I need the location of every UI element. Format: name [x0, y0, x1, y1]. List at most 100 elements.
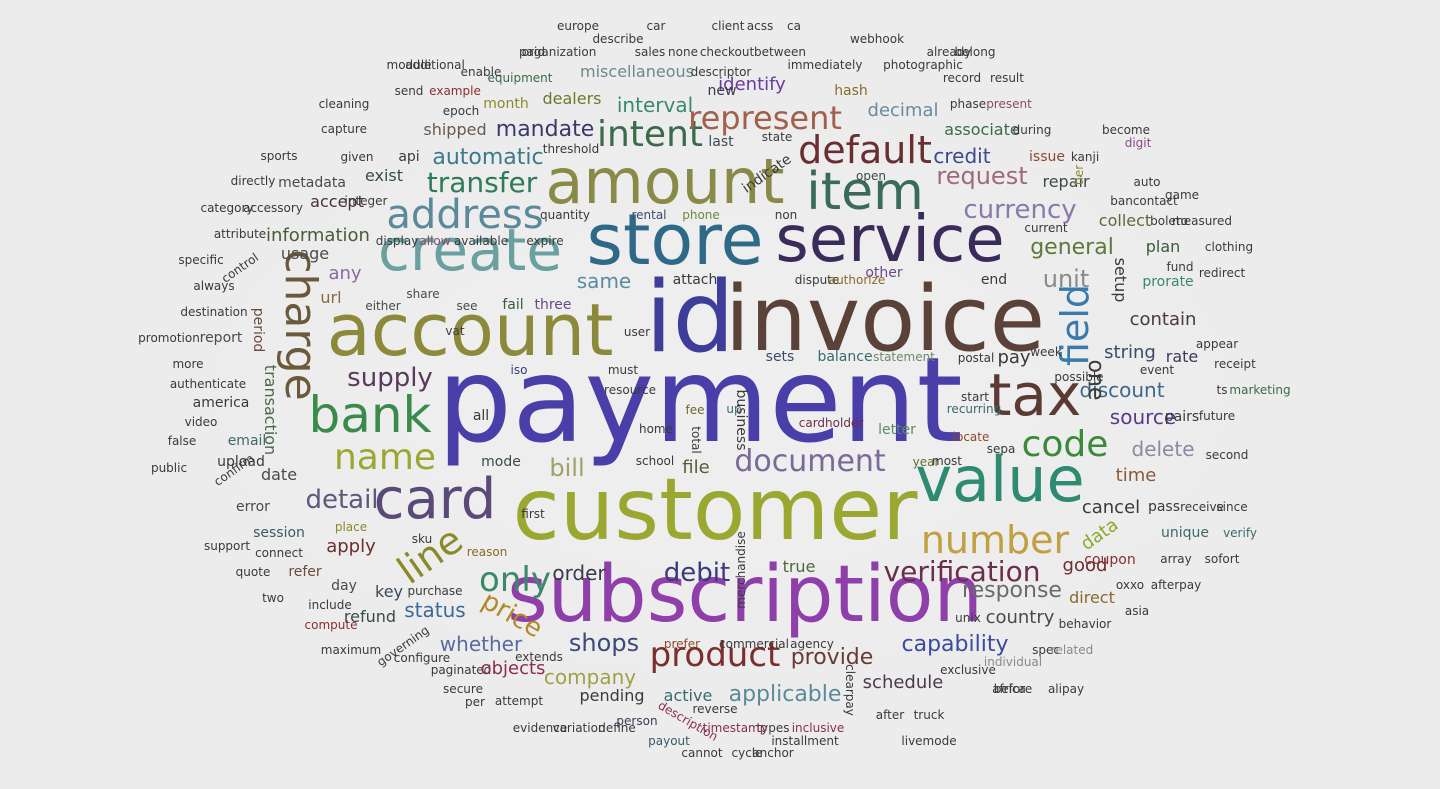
word-given: given	[340, 150, 374, 164]
word-postal: postal	[957, 351, 995, 365]
word-control: control	[218, 250, 262, 286]
word-vat: vat	[445, 324, 465, 338]
word-balance: balance	[817, 349, 873, 365]
word-always: always	[193, 279, 235, 293]
word-rental: rental	[631, 208, 667, 222]
word-timestamp: timestamp	[702, 721, 768, 735]
word-current: current	[1024, 221, 1068, 235]
word-game: game	[1164, 188, 1200, 202]
word-none: none	[668, 45, 698, 59]
word-alipay: alipay	[1047, 682, 1085, 696]
word-example: example	[429, 84, 481, 98]
word-transfer: transfer	[426, 166, 538, 199]
word-api: api	[398, 149, 420, 165]
word-array: array	[1160, 552, 1192, 566]
word-credit: credit	[933, 144, 991, 168]
word-include: include	[308, 598, 352, 612]
word-car: car	[646, 19, 666, 33]
word-mode: mode	[481, 454, 521, 470]
word-measured: measured	[1172, 214, 1232, 228]
word-key: key	[374, 582, 404, 601]
word-installment: installment	[771, 734, 839, 748]
word-good: good	[1062, 555, 1108, 576]
word-new: new	[707, 83, 737, 99]
word-objects: objects	[480, 658, 546, 679]
word-file: file	[682, 457, 710, 478]
word-company: company	[543, 665, 637, 689]
word-fail: fail	[502, 297, 524, 313]
word-attempt: attempt	[494, 694, 544, 708]
word-merchandise: merchandise	[734, 531, 748, 609]
word-exist: exist	[364, 166, 404, 185]
word-capture: capture	[321, 122, 367, 136]
word-equipment: equipment	[487, 71, 553, 85]
word-accessory: accessory	[243, 201, 303, 215]
word-livemode: livemode	[901, 734, 957, 748]
word-africa: africa	[992, 682, 1026, 696]
word-decimal: decimal	[867, 100, 939, 121]
word-up: up	[726, 402, 742, 416]
word-statement: statement	[873, 350, 935, 364]
word-purchase: purchase	[407, 584, 463, 598]
word-bill: bill	[549, 454, 585, 482]
word-same: same	[576, 269, 632, 293]
word-accept: accept	[310, 192, 364, 211]
word-module: module	[386, 58, 432, 72]
word-promotion: promotion	[138, 331, 200, 345]
word-time: time	[1115, 465, 1157, 486]
word-ca: ca	[787, 19, 801, 33]
word-rate: rate	[1165, 347, 1199, 366]
word-pass: pass	[1147, 499, 1181, 515]
word-cardholder: cardholder	[798, 416, 864, 430]
word-individual: individual	[983, 655, 1043, 669]
word-capability: capability	[901, 632, 1009, 657]
word-integer: integer	[344, 194, 388, 208]
word-webhook: webhook	[849, 32, 905, 46]
word-applicable: applicable	[728, 682, 842, 707]
word-phase: phase	[949, 97, 987, 111]
word-customer: customer	[512, 460, 918, 560]
word-directly: directly	[230, 174, 276, 188]
word-additional: additional	[405, 58, 465, 72]
word-direct: direct	[1069, 588, 1115, 607]
word-status: status	[404, 598, 466, 622]
word-immediately: immediately	[787, 58, 863, 72]
word-checkout: checkout	[699, 45, 755, 59]
word-see: see	[456, 299, 478, 313]
word-school: school	[635, 454, 675, 468]
word-video: video	[184, 415, 218, 429]
word-descriptor: descriptor	[690, 65, 752, 79]
word-truck: truck	[913, 708, 945, 722]
word-item: item	[806, 162, 924, 222]
word-debit: debit	[663, 558, 731, 588]
word-redirect: redirect	[1198, 266, 1246, 280]
word-sofort: sofort	[1204, 552, 1240, 566]
word-afterpay: afterpay	[1150, 578, 1202, 592]
word-appear: appear	[1195, 337, 1239, 351]
word-letter: letter	[878, 422, 916, 438]
word-associate: associate	[944, 120, 1020, 139]
word-digit: digit	[1124, 136, 1152, 150]
word-europe: europe	[557, 19, 599, 33]
word-receipt: receipt	[1214, 357, 1256, 371]
word-last: last	[708, 134, 734, 150]
word-setup: setup	[1111, 257, 1130, 303]
word-coupon: coupon	[1084, 552, 1136, 568]
word-person: person	[616, 714, 658, 728]
word-second: second	[1205, 448, 1249, 462]
word-delete: delete	[1131, 437, 1195, 461]
word-report: report	[199, 330, 243, 346]
word-iso: iso	[510, 363, 528, 377]
word-hash: hash	[834, 83, 868, 99]
word-enable: enable	[460, 65, 502, 79]
word-mandate: mandate	[495, 117, 595, 142]
word-intent: intent	[596, 114, 704, 155]
word-behavior: behavior	[1058, 617, 1112, 631]
word-tier: tier	[1072, 164, 1086, 186]
word-string: string	[1104, 342, 1156, 363]
word-refer: refer	[288, 564, 322, 580]
word-dealers: dealers	[542, 89, 602, 108]
word-two: two	[262, 591, 284, 605]
word-oxxo: oxxo	[1115, 578, 1145, 592]
word-general: general	[1030, 235, 1114, 260]
